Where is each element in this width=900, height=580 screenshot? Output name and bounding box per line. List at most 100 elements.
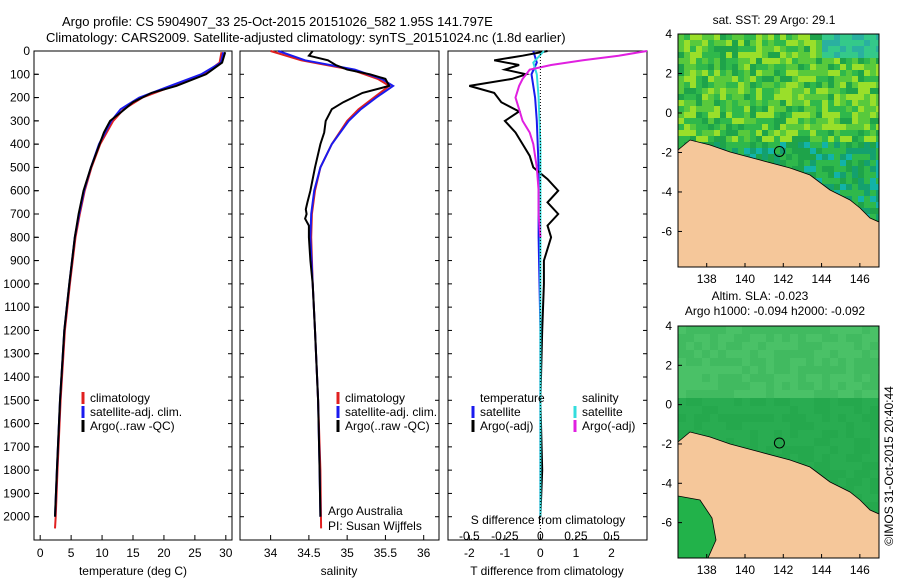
sst-cell (690, 70, 696, 76)
sst-cell (786, 94, 792, 100)
sst-cell (780, 142, 786, 148)
sla-cell (734, 390, 742, 398)
depth-tick-label: 1500 (3, 393, 30, 407)
sla-cell (846, 430, 854, 438)
sst-cell (684, 70, 690, 76)
sst-cell (756, 112, 762, 118)
sla-cell (854, 390, 862, 398)
sst-cell (834, 100, 840, 106)
sst-cell (792, 106, 798, 112)
sst-cell (732, 52, 738, 58)
climatology-line (54, 52, 223, 529)
sst-cell (804, 94, 810, 100)
depth-tick-label: 1100 (4, 300, 30, 314)
sst-cell (792, 76, 798, 82)
sst-cell (834, 34, 840, 40)
argo-salinity-line (304, 50, 391, 517)
sst-cell (870, 58, 876, 64)
sla-cell (702, 334, 710, 342)
sla-cell (734, 422, 742, 430)
sst-cell (780, 106, 786, 112)
sst-cell (864, 70, 870, 76)
sst-cell (828, 160, 834, 166)
sst-cell (864, 88, 870, 94)
sst-cell (876, 112, 879, 118)
annotation-pi-name: PI: Susan Wijffels (328, 519, 422, 533)
sst-cell (864, 112, 870, 118)
sst-cell (804, 154, 810, 160)
sst-cell (852, 58, 858, 64)
sst-cell (756, 40, 762, 46)
sst-cell (864, 154, 870, 160)
sla-cell (750, 334, 758, 342)
sst-cell (744, 124, 750, 130)
depth-tick-label: 1300 (3, 347, 30, 361)
sla-cell (678, 326, 686, 334)
sst-cell (810, 166, 816, 172)
sst-cell (708, 34, 714, 40)
sst-cell (690, 82, 696, 88)
sla-cell (686, 374, 694, 382)
sst-cell (828, 166, 834, 172)
sla-cell (758, 422, 766, 430)
sst-cell (846, 190, 852, 196)
sst-cell (750, 130, 756, 136)
sst-cell (852, 172, 858, 178)
sst-cell (846, 46, 852, 52)
sst-cell (684, 52, 690, 58)
sst-cell (738, 112, 744, 118)
sst-cell (738, 58, 744, 64)
sst-cell (750, 64, 756, 70)
sst-cell (732, 58, 738, 64)
sla-cell (750, 430, 758, 438)
sla-cell (734, 358, 742, 366)
sla-cell (758, 438, 766, 446)
sla-cell (822, 374, 830, 382)
sst-cell (816, 172, 822, 178)
sst-cell (846, 52, 852, 58)
sla-cell (742, 422, 750, 430)
sst-y-tick-label: 4 (665, 27, 672, 41)
sst-cell (702, 52, 708, 58)
sst-cell (738, 34, 744, 40)
sst-cell (756, 118, 762, 124)
sla-cell (790, 342, 798, 350)
sst-cell (720, 40, 726, 46)
sst-cell (720, 118, 726, 124)
sst-cell (786, 154, 792, 160)
sst-cell (726, 106, 732, 112)
sst-cell (696, 52, 702, 58)
sst-cell (846, 130, 852, 136)
sst-cell (780, 154, 786, 160)
sst-cell (786, 82, 792, 88)
sst-cell (786, 112, 792, 118)
sla-cell (742, 438, 750, 446)
sst-cell (834, 172, 840, 178)
sst-cell (804, 40, 810, 46)
sst-cell (732, 88, 738, 94)
sst-cell (810, 112, 816, 118)
sst-cell (810, 154, 816, 160)
sst-cell (870, 136, 876, 142)
sla-cell (806, 438, 814, 446)
sla-cell (774, 382, 782, 390)
sst-cell (726, 118, 732, 124)
sla-cell (814, 430, 822, 438)
sst-cell (720, 76, 726, 82)
sst-cell (714, 34, 720, 40)
sst-cell (786, 136, 792, 142)
sla-cell (790, 374, 798, 382)
sst-cell (744, 76, 750, 82)
sla-cell (798, 422, 806, 430)
sla-cell (846, 350, 854, 358)
sla-y-tick-label: -2 (661, 437, 672, 451)
sst-cell (690, 106, 696, 112)
sst-cell (870, 160, 876, 166)
sla-cell (782, 438, 790, 446)
sst-cell (852, 100, 858, 106)
sst-cell (756, 94, 762, 100)
x-tick-label: -2 (464, 546, 475, 560)
sst-cell (822, 100, 828, 106)
sla-cell (702, 414, 710, 422)
sla-cell (806, 334, 814, 342)
